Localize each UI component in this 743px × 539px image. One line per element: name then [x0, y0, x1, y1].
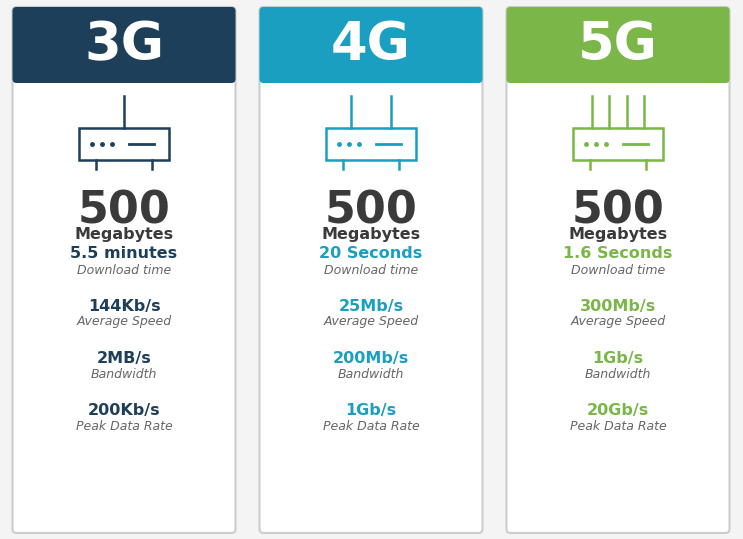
- Text: 200Mb/s: 200Mb/s: [333, 350, 409, 365]
- Text: 500: 500: [77, 190, 170, 232]
- Text: Average Speed: Average Speed: [571, 315, 666, 328]
- Bar: [16, 45, 232, 79]
- FancyBboxPatch shape: [507, 7, 730, 533]
- Text: Megabytes: Megabytes: [74, 227, 174, 243]
- Text: 5.5 minutes: 5.5 minutes: [71, 246, 178, 261]
- Text: Megabytes: Megabytes: [568, 227, 667, 243]
- Text: Download time: Download time: [324, 264, 418, 277]
- Bar: [16, 11, 232, 79]
- FancyBboxPatch shape: [507, 7, 730, 83]
- Text: 1Gb/s: 1Gb/s: [592, 350, 643, 365]
- Bar: [79, 128, 169, 160]
- Text: 500: 500: [571, 190, 664, 232]
- Text: 3G: 3G: [84, 19, 164, 71]
- Text: 20Gb/s: 20Gb/s: [587, 403, 649, 418]
- Text: 2MB/s: 2MB/s: [97, 350, 152, 365]
- Text: Bandwidth: Bandwidth: [585, 368, 651, 381]
- FancyBboxPatch shape: [13, 7, 236, 533]
- Text: Peak Data Rate: Peak Data Rate: [76, 419, 172, 432]
- Text: Peak Data Rate: Peak Data Rate: [322, 419, 419, 432]
- Text: 4G: 4G: [331, 19, 411, 71]
- Bar: [264, 45, 478, 79]
- FancyBboxPatch shape: [259, 7, 482, 533]
- Text: Megabytes: Megabytes: [322, 227, 421, 243]
- Bar: [264, 11, 478, 79]
- Bar: [326, 128, 416, 160]
- Text: 144Kb/s: 144Kb/s: [88, 299, 160, 314]
- Text: 500: 500: [325, 190, 418, 232]
- Bar: [510, 45, 725, 79]
- Text: 5G: 5G: [578, 19, 658, 71]
- Text: 200Kb/s: 200Kb/s: [88, 403, 160, 418]
- Text: Bandwidth: Bandwidth: [338, 368, 404, 381]
- Text: Bandwidth: Bandwidth: [91, 368, 158, 381]
- Text: Download time: Download time: [571, 264, 665, 277]
- Text: 1Gb/s: 1Gb/s: [345, 403, 397, 418]
- Text: Average Speed: Average Speed: [323, 315, 418, 328]
- Text: Download time: Download time: [77, 264, 171, 277]
- Text: 1.6 Seconds: 1.6 Seconds: [563, 246, 672, 261]
- FancyBboxPatch shape: [259, 7, 482, 83]
- Text: Peak Data Rate: Peak Data Rate: [570, 419, 666, 432]
- Text: 300Mb/s: 300Mb/s: [580, 299, 656, 314]
- Bar: [510, 11, 725, 79]
- Bar: [573, 128, 663, 160]
- Text: 25Mb/s: 25Mb/s: [339, 299, 403, 314]
- Text: 20 Seconds: 20 Seconds: [319, 246, 423, 261]
- Text: Average Speed: Average Speed: [77, 315, 172, 328]
- FancyBboxPatch shape: [13, 7, 236, 83]
